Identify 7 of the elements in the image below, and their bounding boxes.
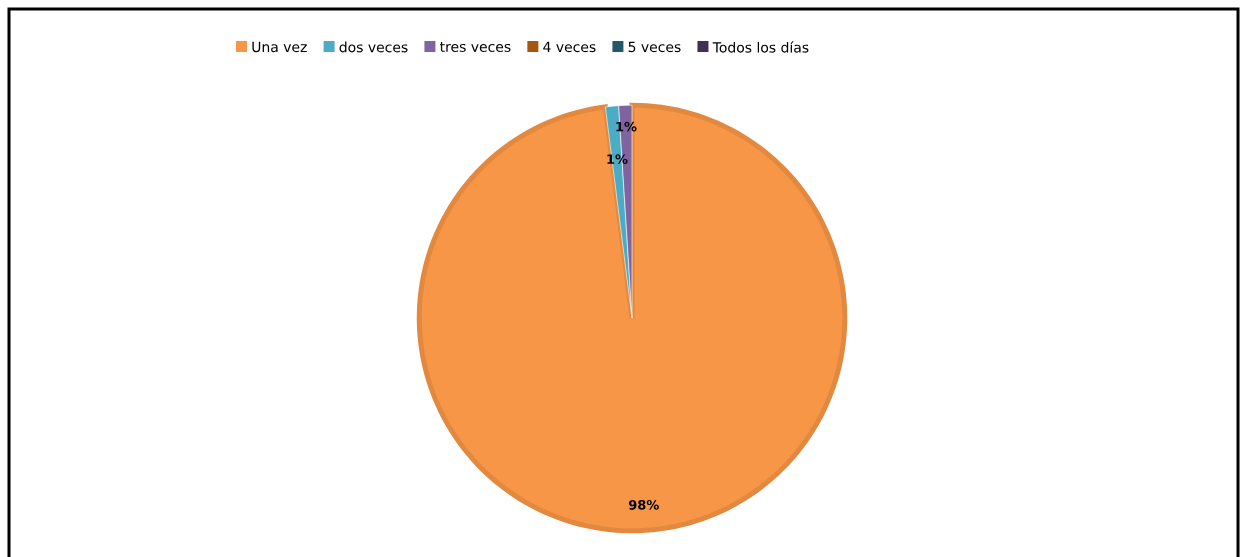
legend-label: 5 veces bbox=[628, 41, 681, 53]
legend-label: Una vez bbox=[252, 41, 307, 53]
legend-label: tres veces bbox=[440, 41, 511, 52]
legend-label: Todos los días bbox=[712, 41, 809, 53]
legend-label: 4 veces bbox=[543, 41, 596, 53]
data-label: 98% bbox=[628, 499, 659, 510]
legend-label: dos veces bbox=[339, 41, 408, 53]
